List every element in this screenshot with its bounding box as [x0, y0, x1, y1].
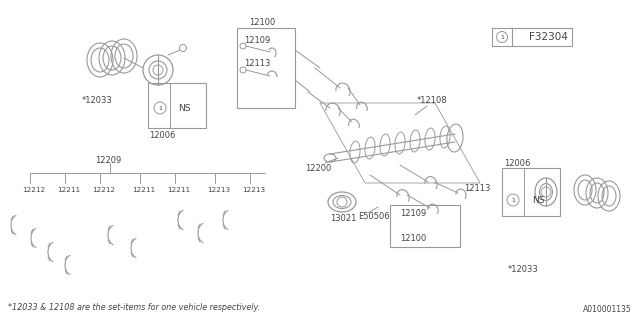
Text: *12108: *12108	[417, 95, 447, 105]
Text: 12213: 12213	[242, 187, 265, 193]
Text: 12109: 12109	[400, 209, 426, 218]
Text: 1: 1	[500, 35, 504, 39]
Text: *12033: *12033	[82, 95, 113, 105]
Text: 12213: 12213	[207, 187, 230, 193]
Text: 12211: 12211	[132, 187, 155, 193]
Text: NS: NS	[178, 103, 191, 113]
Text: 12113: 12113	[244, 59, 270, 68]
Text: F32304: F32304	[529, 32, 568, 42]
Text: 13021: 13021	[330, 213, 356, 222]
Text: 12212: 12212	[22, 187, 45, 193]
Bar	[390, 205, 460, 247]
Bar	[237, 28, 295, 108]
Text: 1: 1	[158, 106, 162, 110]
Text: 12006: 12006	[149, 131, 175, 140]
Text: A010001135: A010001135	[583, 306, 632, 315]
Text: 12100: 12100	[400, 234, 426, 243]
Text: 12006: 12006	[504, 158, 530, 167]
Text: 12200: 12200	[305, 164, 332, 172]
Bar	[148, 83, 206, 128]
Text: 12109: 12109	[244, 36, 270, 44]
Text: 12211: 12211	[57, 187, 80, 193]
Text: 12209: 12209	[95, 156, 121, 164]
Text: 12113: 12113	[464, 183, 490, 193]
Text: NS: NS	[532, 196, 545, 204]
Bar	[492, 28, 572, 46]
Text: E50506: E50506	[358, 212, 390, 220]
Text: *12033 & 12108 are the set-items for one vehicle respectively.: *12033 & 12108 are the set-items for one…	[8, 303, 260, 313]
Bar	[502, 168, 560, 216]
Text: 12211: 12211	[167, 187, 190, 193]
Text: 1: 1	[511, 197, 515, 203]
Text: 12212: 12212	[92, 187, 115, 193]
Text: *12033: *12033	[508, 266, 539, 275]
Text: 12100: 12100	[249, 18, 275, 27]
